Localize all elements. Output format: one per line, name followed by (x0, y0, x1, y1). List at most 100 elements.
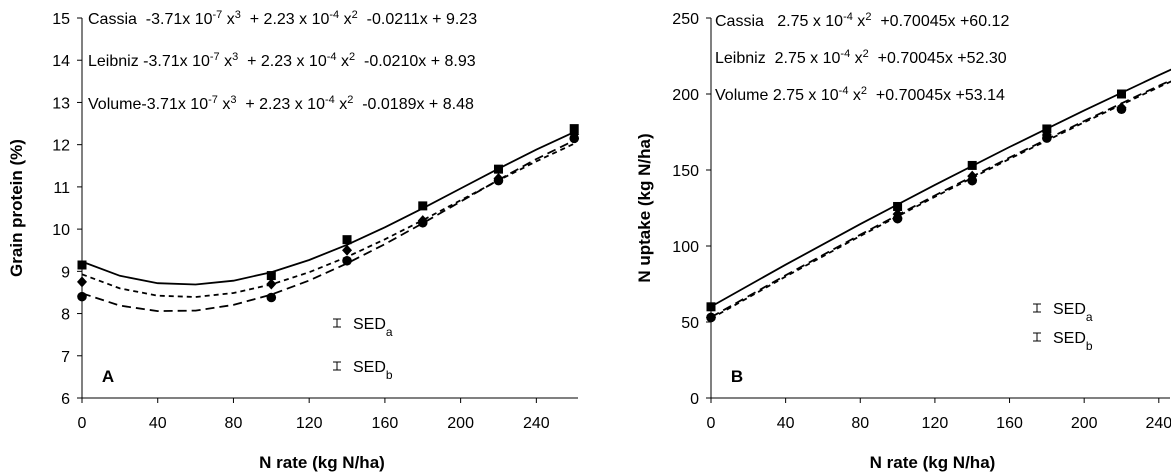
marker (893, 201, 903, 211)
y-tick-label: 6 (61, 391, 70, 408)
marker (967, 160, 977, 170)
subscript: b (386, 368, 393, 382)
marker (1042, 124, 1052, 134)
superscript: 2 (352, 9, 358, 21)
equation: Cassia 2.75 x 10-4 x2 +0.70045x +60.12 (715, 11, 1009, 30)
superscript: 2 (863, 48, 869, 60)
marker (418, 201, 428, 211)
marker (706, 302, 716, 312)
equation-text: + 2.23 x 10 (236, 96, 325, 113)
superscript: 2 (865, 11, 871, 23)
y-tick-label: 200 (672, 87, 699, 104)
y-tick-label: 11 (53, 180, 70, 197)
series-name: Volume (88, 96, 141, 113)
marker (77, 276, 87, 288)
superscript: -4 (840, 48, 850, 60)
panel: 6 7 8 9 10 11 12 13 14 15 0 40 80 120 160 200 240 N rate … (7, 9, 580, 472)
sed-text: SED (353, 316, 386, 333)
y-tick-label: 10 (52, 222, 70, 239)
marker (77, 260, 87, 270)
marker (1042, 133, 1052, 143)
x-tick-label: 120 (922, 415, 949, 432)
equation-text: +0.70045x +53.14 (867, 87, 1005, 104)
equation-text: x (218, 96, 230, 113)
series-name: Volume (715, 87, 768, 104)
marker (706, 312, 716, 323)
panel: 0 50 100 150 200 250 0 40 80 120 160 200 240 N rate (… (635, 11, 1171, 472)
x-tick-label: 120 (296, 415, 323, 432)
equation-text: x (222, 11, 234, 28)
y-axis-title: N uptake (kg N/ha) (635, 133, 654, 282)
marker (569, 133, 580, 144)
y-tick-label: 7 (61, 349, 70, 366)
superscript: 3 (230, 94, 236, 106)
y-tick-label: 8 (61, 307, 70, 324)
equation-text: -0.0211x + 9.23 (358, 11, 477, 28)
equation-text: +0.70045x +60.12 (871, 13, 1009, 30)
equation-text: x (335, 96, 347, 113)
equation-text: -3.71x 10 (141, 96, 208, 113)
marker (1116, 104, 1127, 114)
equation: Leibniz -3.71x 10-7 x3 + 2.23 x 10-4 x2 … (88, 51, 476, 70)
plot-area (81, 131, 575, 313)
marker (493, 175, 504, 186)
equation: Leibniz 2.75 x 10-4 x2 +0.70045x +52.30 (715, 48, 1007, 67)
superscript: -4 (843, 11, 853, 23)
equation-text: + 2.23 x 10 (238, 53, 327, 70)
superscript: -4 (839, 85, 849, 97)
x-tick-label: 160 (372, 415, 399, 432)
series-name: Leibniz (715, 50, 766, 67)
y-tick-label: 50 (681, 315, 699, 332)
equation-text: -0.0189x + 8.48 (353, 96, 474, 113)
subscript: a (1086, 310, 1093, 324)
x-tick-label: 80 (225, 415, 243, 432)
x-tick-label: 160 (996, 415, 1023, 432)
panel-label: A (102, 367, 114, 386)
equation-text: 2.75 x 10 (768, 87, 838, 104)
equation-text: x (853, 13, 865, 30)
sed-text: SED (1053, 301, 1086, 318)
superscript: -4 (325, 94, 335, 106)
marker (493, 164, 503, 174)
y-tick-label: 15 (52, 11, 70, 28)
x-axis-title: N rate (kg N/ha) (870, 453, 996, 472)
sed-text: SED (353, 359, 386, 376)
superscript: 3 (232, 51, 238, 63)
marker (266, 292, 277, 303)
equation-text: x (337, 53, 349, 70)
marker (266, 278, 277, 290)
x-tick-label: 80 (851, 415, 869, 432)
marker (892, 213, 903, 224)
x-tick-label: 240 (523, 415, 550, 432)
equation-text: + 2.23 x 10 (241, 11, 330, 28)
y-tick-label: 0 (690, 391, 699, 408)
series-name: Leibniz (88, 53, 139, 70)
y-tick-label: 150 (672, 163, 699, 180)
marker (342, 255, 352, 266)
x-axis-title: N rate (kg N/ha) (259, 453, 385, 472)
sed-label: SEDb (353, 359, 393, 382)
equation: Volume-3.71x 10-7 x3 + 2.23 x 10-4 x2 -0… (88, 94, 474, 113)
sed-text: SED (1053, 330, 1086, 347)
superscript: -4 (329, 9, 339, 21)
superscript: -7 (210, 51, 220, 63)
marker (967, 175, 978, 186)
y-tick-label: 100 (672, 239, 699, 256)
marker (1116, 89, 1126, 99)
equation-text: 2.75 x 10 (764, 13, 843, 30)
marker (342, 244, 353, 256)
x-tick-label: 0 (707, 415, 716, 432)
x-tick-label: 240 (1145, 415, 1171, 432)
series-name: Cassia (715, 13, 764, 30)
fit-line (711, 80, 1171, 320)
y-tick-label: 13 (52, 95, 70, 112)
superscript: -4 (327, 51, 337, 63)
subscript: b (1086, 339, 1093, 353)
x-tick-label: 40 (777, 415, 795, 432)
y-tick-label: 9 (61, 264, 70, 281)
equation-text: x (850, 50, 862, 67)
marker (266, 271, 276, 281)
sed-label: SEDb (1053, 330, 1093, 353)
equation-text: 2.75 x 10 (766, 50, 841, 67)
